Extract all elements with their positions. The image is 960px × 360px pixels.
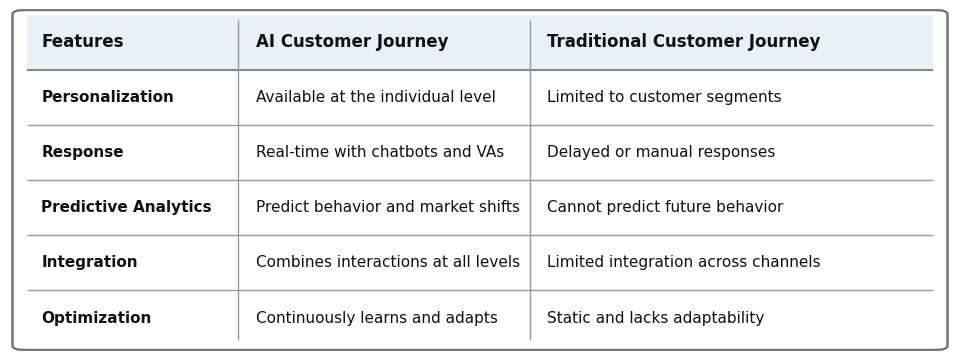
Text: Integration: Integration	[41, 255, 138, 270]
Text: Real-time with chatbots and VAs: Real-time with chatbots and VAs	[255, 145, 504, 160]
Text: Predict behavior and market shifts: Predict behavior and market shifts	[255, 200, 519, 215]
Text: Continuously learns and adapts: Continuously learns and adapts	[255, 310, 497, 325]
Text: Delayed or manual responses: Delayed or manual responses	[547, 145, 776, 160]
Text: Traditional Customer Journey: Traditional Customer Journey	[547, 33, 821, 51]
FancyBboxPatch shape	[12, 10, 948, 350]
Text: Static and lacks adaptability: Static and lacks adaptability	[547, 310, 765, 325]
Bar	[27, 15, 933, 69]
Text: Limited integration across channels: Limited integration across channels	[547, 255, 821, 270]
Text: Optimization: Optimization	[41, 310, 152, 325]
Text: Personalization: Personalization	[41, 90, 174, 105]
Text: Response: Response	[41, 145, 124, 160]
Text: Limited to customer segments: Limited to customer segments	[547, 90, 782, 105]
Text: Cannot predict future behavior: Cannot predict future behavior	[547, 200, 783, 215]
Text: AI Customer Journey: AI Customer Journey	[255, 33, 448, 51]
Text: Features: Features	[41, 33, 124, 51]
Text: Combines interactions at all levels: Combines interactions at all levels	[255, 255, 519, 270]
Text: Predictive Analytics: Predictive Analytics	[41, 200, 212, 215]
Text: Available at the individual level: Available at the individual level	[255, 90, 495, 105]
